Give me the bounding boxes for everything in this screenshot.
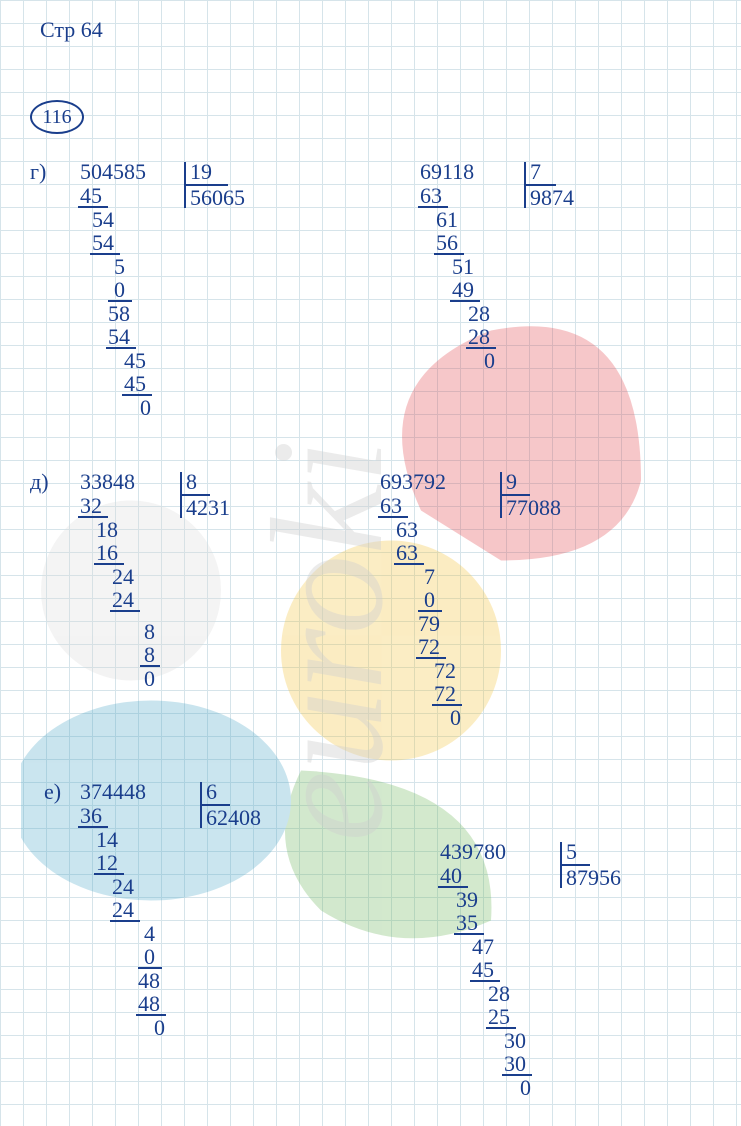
e2-divisor: 5 bbox=[566, 840, 577, 863]
d1-divisor: 8 bbox=[186, 470, 197, 493]
g1-s6: 54 bbox=[108, 325, 130, 348]
d1-s1: 18 bbox=[96, 518, 118, 541]
d1-s3: 24 bbox=[112, 565, 134, 588]
e1-s4: 24 bbox=[112, 898, 134, 921]
e1-divisor: 6 bbox=[206, 780, 217, 803]
e2-s3: 47 bbox=[472, 935, 494, 958]
d2-divisor: 9 bbox=[506, 470, 517, 493]
d2-s4: 0 bbox=[424, 588, 435, 611]
problem-label-d: д) bbox=[30, 470, 49, 493]
e2-dividend: 439780 bbox=[440, 840, 506, 863]
e2-s6: 25 bbox=[488, 1005, 510, 1028]
g2-s3: 51 bbox=[452, 255, 474, 278]
d2-s0: 63 bbox=[380, 494, 402, 517]
e1-s7: 48 bbox=[138, 969, 160, 992]
d1-dividend: 33848 bbox=[80, 470, 135, 493]
d1-s2: 16 bbox=[96, 541, 118, 564]
d1-s7: 0 bbox=[144, 667, 155, 690]
g2-quotient: 9874 bbox=[530, 186, 574, 209]
e2-s1: 39 bbox=[456, 888, 478, 911]
d2-s6: 72 bbox=[418, 635, 440, 658]
g1-quotient: 56065 bbox=[190, 186, 245, 209]
g1-dividend: 504585 bbox=[80, 160, 146, 183]
g1-s7: 45 bbox=[124, 349, 146, 372]
e2-s8: 30 bbox=[504, 1052, 526, 1075]
g1-s0: 45 bbox=[80, 184, 102, 207]
e2-quotient: 87956 bbox=[566, 866, 621, 889]
d2-s1: 63 bbox=[396, 518, 418, 541]
d2-dividend: 693792 bbox=[380, 470, 446, 493]
g1-s4: 0 bbox=[114, 278, 125, 301]
e1-s9: 0 bbox=[154, 1016, 165, 1039]
d2-s9: 0 bbox=[450, 706, 461, 729]
e2-s9: 0 bbox=[520, 1076, 531, 1099]
page-header: Стр 64 bbox=[40, 18, 103, 41]
d1-s6: 8 bbox=[144, 643, 155, 666]
d1-s5: 8 bbox=[144, 620, 155, 643]
g2-s2: 56 bbox=[436, 231, 458, 254]
d2-s5: 79 bbox=[418, 612, 440, 635]
d2-s8: 72 bbox=[434, 682, 456, 705]
problem-number-badge: 116 bbox=[30, 100, 84, 134]
e1-s6: 0 bbox=[144, 945, 155, 968]
d1-quotient: 4231 bbox=[186, 496, 230, 519]
d2-s3: 7 bbox=[424, 565, 435, 588]
problem-label-e: е) bbox=[44, 780, 61, 803]
e1-s5: 4 bbox=[144, 922, 155, 945]
g2-s5: 28 bbox=[468, 302, 490, 325]
e2-s0: 40 bbox=[440, 864, 462, 887]
g1-s3: 5 bbox=[114, 255, 125, 278]
g2-s4: 49 bbox=[452, 278, 474, 301]
g1-s5: 58 bbox=[108, 302, 130, 325]
g1-s2: 54 bbox=[92, 231, 114, 254]
d2-quotient: 77088 bbox=[506, 496, 561, 519]
g1-s1: 54 bbox=[92, 208, 114, 231]
e2-s5: 28 bbox=[488, 982, 510, 1005]
g2-s6: 28 bbox=[468, 325, 490, 348]
problem-number: 116 bbox=[42, 106, 71, 129]
g2-divisor: 7 bbox=[530, 160, 541, 183]
d2-s7: 72 bbox=[434, 659, 456, 682]
e1-s1: 14 bbox=[96, 828, 118, 851]
d2-s2: 63 bbox=[396, 541, 418, 564]
e2-s7: 30 bbox=[504, 1029, 526, 1052]
e2-s2: 35 bbox=[456, 911, 478, 934]
e1-quotient: 62408 bbox=[206, 806, 261, 829]
e2-s4: 45 bbox=[472, 958, 494, 981]
e1-dividend: 374448 bbox=[80, 780, 146, 803]
e1-s0: 36 bbox=[80, 804, 102, 827]
g2-s1: 61 bbox=[436, 208, 458, 231]
e1-s3: 24 bbox=[112, 875, 134, 898]
g1-s9: 0 bbox=[140, 396, 151, 419]
d1-s0: 32 bbox=[80, 494, 102, 517]
d1-s4: 24 bbox=[112, 588, 134, 611]
e1-s8: 48 bbox=[138, 992, 160, 1015]
g2-dividend: 69118 bbox=[420, 160, 474, 183]
problem-label-g: г) bbox=[30, 160, 46, 183]
g2-s0: 63 bbox=[420, 184, 442, 207]
g1-divisor: 19 bbox=[190, 160, 212, 183]
g2-s7: 0 bbox=[484, 349, 495, 372]
g1-s8: 45 bbox=[124, 372, 146, 395]
e1-s2: 12 bbox=[96, 851, 118, 874]
